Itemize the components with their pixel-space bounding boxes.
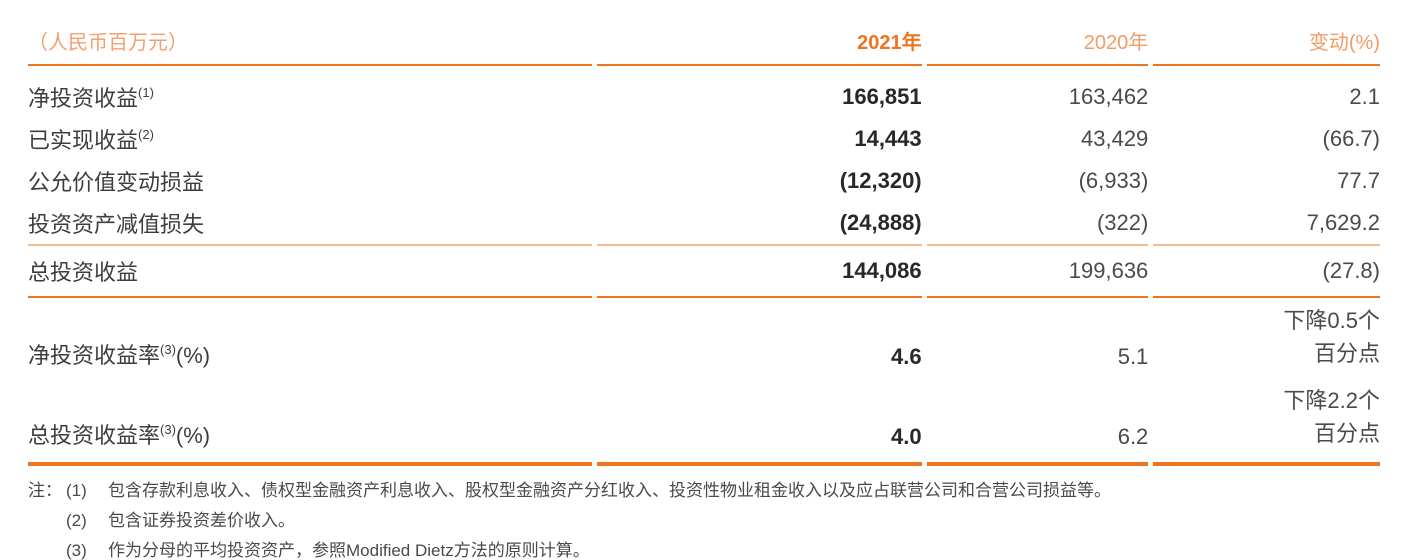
row-label: 总投资收益率(3)(%): [28, 382, 593, 466]
note-text: 包含证券投资差价收入。: [108, 511, 295, 530]
change-line-2: 百分点: [1313, 341, 1380, 366]
value-2021: 144,086: [597, 246, 922, 298]
value-2020: 163,462: [1068, 84, 1149, 109]
footnote-1: 注： (1) 包含存款利息收入、债权型金融资产利息收入、股权型金融资产分红收入、…: [28, 476, 1381, 506]
note-number: (3): [66, 541, 87, 560]
table-row-rate: 净投资收益率(3)(%) 4.6 5.1 下降0.5个 百分点: [28, 298, 1380, 382]
investment-income-table: （人民币百万元） 2021年 2020年 变动(%) 净投资收益(1) 166,…: [23, 26, 1385, 466]
value-change: 下降0.5个 百分点: [1153, 298, 1380, 382]
col-header-2021: 2021年: [597, 26, 922, 66]
value-change: 2.1: [1349, 84, 1380, 109]
value-2021: 14,443: [854, 126, 922, 151]
value-2020: (6,933): [1078, 168, 1149, 193]
value-2021: 4.0: [597, 382, 922, 466]
col-header-2020: 2020年: [926, 26, 1149, 66]
note-text: 包含存款利息收入、债权型金融资产利息收入、股权型金融资产分红收入、投资性物业租金…: [108, 481, 1111, 500]
table-row-rate: 总投资收益率(3)(%) 4.0 6.2 下降2.2个 百分点: [28, 382, 1380, 466]
footnote-marker: (2): [138, 126, 154, 142]
footnotes: 注： (1) 包含存款利息收入、债权型金融资产利息收入、股权型金融资产分红收入、…: [28, 476, 1381, 560]
row-label: 公允价值变动损益: [28, 170, 205, 195]
value-change: 77.7: [1337, 168, 1380, 193]
note-number: (1): [66, 481, 87, 500]
row-label: 净投资收益率(3)(%): [28, 341, 211, 368]
table-row: 投资资产减值损失 (24,888) (322) 7,629.2: [28, 202, 1380, 246]
table-row: 净投资收益(1) 166,851 163,462 2.1: [28, 66, 1380, 118]
row-label: 净投资收益(1): [28, 84, 154, 111]
value-change: 7,629.2: [1153, 202, 1380, 246]
unit-label: （人民币百万元）: [28, 26, 593, 66]
value-change: 下降2.2个 百分点: [1153, 382, 1380, 466]
value-2021: (12,320): [839, 168, 922, 193]
value-change: (27.8): [1153, 246, 1380, 298]
note-text: 作为分母的平均投资资产，参照Modified Dietz方法的原则计算。: [108, 541, 590, 560]
change-line-2: 百分点: [1313, 421, 1380, 446]
footnote-marker: (3): [160, 421, 176, 437]
footnote-marker: (3): [160, 341, 176, 357]
value-2021: 166,851: [842, 84, 922, 109]
col-header-change: 变动(%): [1153, 26, 1380, 66]
notes-prefix: 注：: [28, 481, 62, 500]
row-label: 投资资产减值损失: [28, 202, 593, 246]
footnote-marker: (1): [138, 84, 154, 100]
change-line-1: 下降2.2个: [1283, 388, 1380, 413]
value-2021: 4.6: [891, 344, 922, 369]
table-row-total: 总投资收益 144,086 199,636 (27.8): [28, 246, 1380, 298]
table-header-row: （人民币百万元） 2021年 2020年 变动(%): [28, 26, 1380, 66]
table-row: 公允价值变动损益 (12,320) (6,933) 77.7: [28, 160, 1380, 202]
value-2020: 6.2: [926, 382, 1149, 466]
change-line-1: 下降0.5个: [1283, 308, 1380, 333]
value-2020: 5.1: [1117, 344, 1149, 369]
table-row: 已实现收益(2) 14,443 43,429 (66.7): [28, 118, 1380, 160]
note-number: (2): [66, 511, 87, 530]
notes-prefix-spacer: [28, 506, 66, 536]
value-2020: (322): [926, 202, 1149, 246]
footnote-2: (2) 包含证券投资差价收入。: [28, 506, 1381, 536]
value-2021: (24,888): [597, 202, 922, 246]
footnote-3: (3) 作为分母的平均投资资产，参照Modified Dietz方法的原则计算。: [28, 536, 1381, 560]
value-2020: 199,636: [926, 246, 1149, 298]
row-label: 已实现收益(2): [28, 126, 154, 153]
row-label: 总投资收益: [28, 246, 593, 298]
notes-prefix-spacer: [28, 536, 66, 560]
value-2020: 43,429: [1081, 126, 1149, 151]
value-change: (66.7): [1322, 126, 1380, 151]
